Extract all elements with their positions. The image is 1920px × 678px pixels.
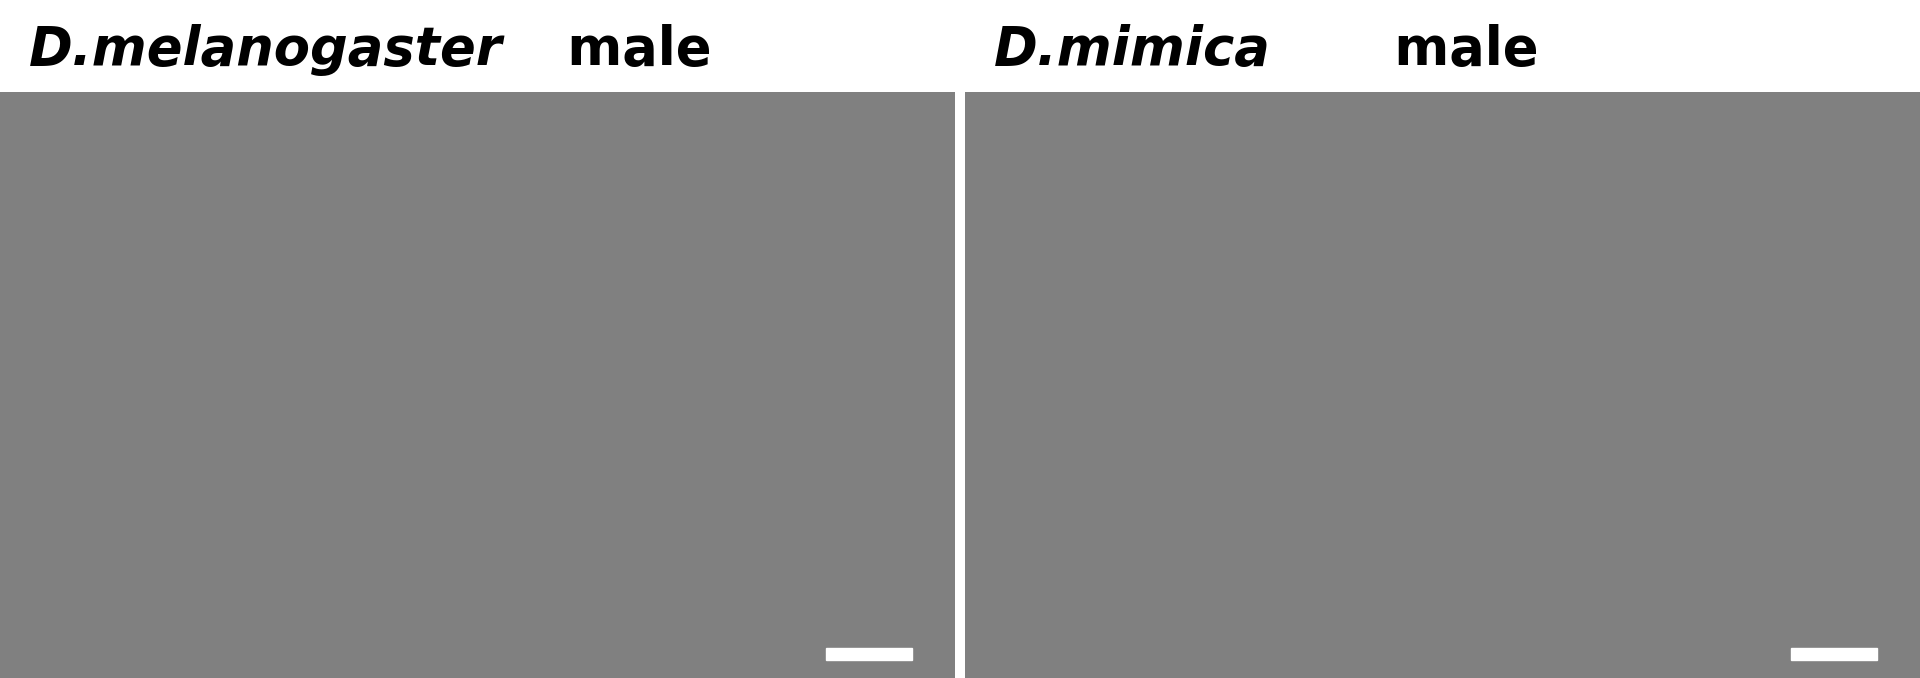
Text: male: male <box>549 24 712 77</box>
Text: D.melanogaster: D.melanogaster <box>29 24 503 77</box>
Text: D.mimica: D.mimica <box>993 24 1271 77</box>
Bar <box>1791 647 1878 660</box>
Text: male: male <box>1375 24 1538 77</box>
Bar <box>826 647 912 660</box>
